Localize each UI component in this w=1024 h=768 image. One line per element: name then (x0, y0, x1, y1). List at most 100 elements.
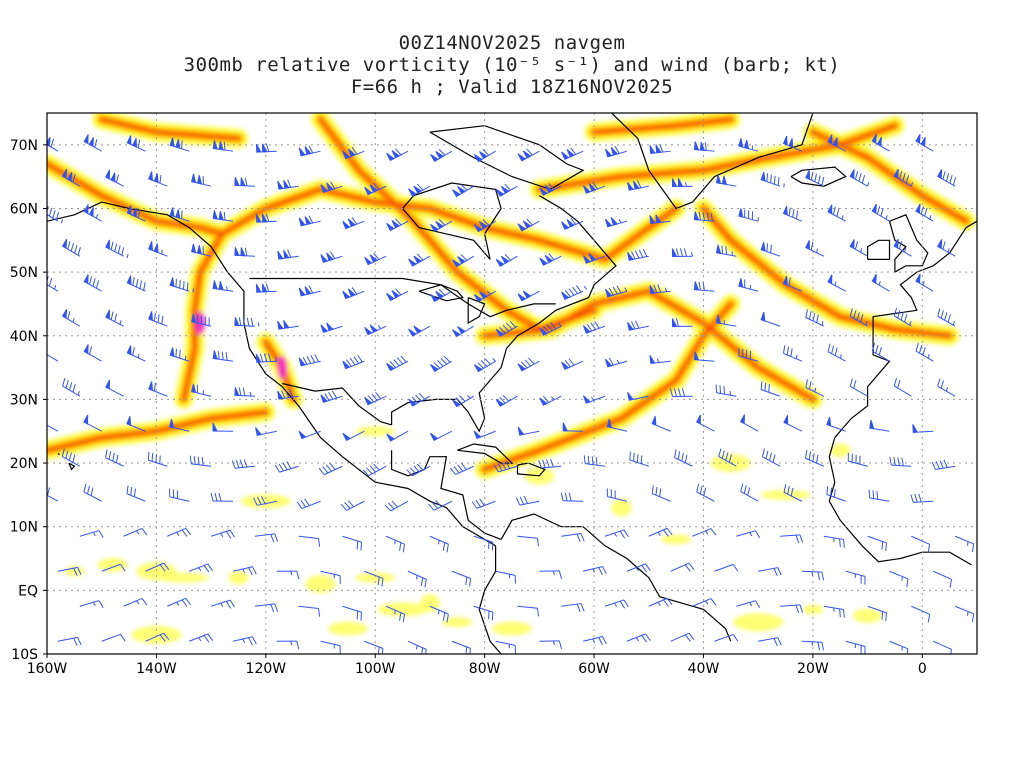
barb-half-flag (394, 540, 396, 545)
barb-flag (400, 355, 407, 363)
barb-flag (117, 245, 121, 254)
vorticity-band (477, 284, 820, 407)
barb-flag (515, 497, 521, 506)
barb-flag (681, 452, 684, 462)
barb-flag (805, 309, 808, 318)
wind-barb (674, 449, 693, 467)
barb-staff (867, 605, 887, 614)
vorticity-band (319, 118, 596, 331)
barb-flag (440, 358, 448, 365)
barb-flag (304, 498, 310, 506)
barb-flag (641, 635, 647, 643)
barb-staff (62, 385, 81, 397)
barb-half-flag (198, 637, 202, 642)
barb-flag (115, 174, 119, 183)
lat-lon-grid (47, 113, 977, 654)
barb-flag (673, 388, 678, 397)
barb-flag (831, 345, 835, 354)
barb-pennant (169, 207, 175, 218)
barb-flag (92, 278, 96, 287)
wind-barb (386, 218, 409, 232)
wind-barb (234, 387, 255, 397)
barb-flag (502, 324, 510, 332)
barb-flag (871, 342, 876, 352)
barb-flag (438, 148, 446, 156)
barb-flag (203, 565, 210, 573)
barb-half-flag (814, 387, 817, 392)
barb-staff (498, 465, 518, 473)
wind-barb (714, 633, 739, 642)
barb-flag (373, 182, 380, 190)
wind-barb (670, 632, 695, 642)
vorticity-band (221, 188, 678, 261)
barb-pennant (827, 204, 833, 215)
barb-staff (736, 600, 756, 607)
wind-barb (473, 219, 496, 233)
barb-pennant (83, 414, 89, 425)
barb-flag (141, 598, 148, 606)
wind-barb (826, 416, 846, 432)
barb-flag (40, 484, 42, 492)
barb-pennant (148, 381, 154, 392)
barb-flag (861, 175, 866, 184)
wind-barb (911, 605, 931, 623)
barb-staff (79, 530, 100, 537)
barb-staff (607, 496, 627, 502)
wind-barb (320, 181, 343, 193)
barb-flag (446, 544, 449, 553)
barb-flag (587, 455, 590, 465)
barb-flag (937, 378, 941, 387)
barb-staff (519, 500, 540, 506)
wind-barb (232, 636, 257, 646)
barb-pennant (522, 290, 532, 299)
wind-barb (715, 384, 737, 397)
vorticity-blob (760, 489, 811, 500)
barb-pennant (561, 291, 570, 300)
barb-flag (189, 455, 192, 464)
barb-staff (169, 496, 190, 502)
vorticity-blob (240, 494, 291, 509)
wind-barb (868, 489, 890, 502)
barb-flag (329, 462, 336, 470)
barb-flag (812, 453, 815, 462)
wind-barb (101, 563, 126, 572)
barb-flag (570, 147, 577, 155)
wind-barb (627, 180, 649, 191)
barb-half-flag (72, 318, 75, 323)
coastline (500, 513, 732, 642)
coastline (68, 462, 76, 471)
wind-barb (871, 273, 890, 292)
wind-barb (954, 535, 975, 553)
wind-barb (495, 394, 518, 407)
barb-half-flag (690, 252, 694, 257)
barb-staff (342, 605, 362, 613)
barb-flag (98, 600, 104, 608)
wind-barb (760, 171, 785, 188)
barb-flag (314, 354, 320, 362)
wind-barb (126, 205, 146, 222)
wind-barb (495, 570, 516, 584)
barb-flag (519, 496, 525, 505)
wind-barb (604, 357, 628, 368)
wind-barb (849, 239, 868, 257)
barb-pennant (369, 184, 379, 193)
wind-barb (495, 253, 518, 267)
barb-half-flag (437, 610, 440, 615)
vorticity-blob (327, 621, 368, 636)
vorticity-blob (830, 443, 851, 458)
wind-barb (320, 640, 341, 654)
barb-staff (670, 562, 690, 572)
barb-flag (755, 600, 761, 609)
wind-barb (212, 350, 234, 362)
map-plot-area (40, 113, 977, 654)
barb-staff (495, 570, 516, 576)
barb-pennant (67, 171, 73, 182)
barb-flag (633, 452, 635, 462)
barb-half-flag (614, 532, 618, 537)
wind-barb (871, 203, 890, 222)
barb-staff (301, 500, 321, 510)
barb-flag (94, 139, 98, 148)
barb-flag (949, 175, 953, 184)
wind-barb (342, 147, 365, 160)
barb-pennant (105, 239, 111, 250)
